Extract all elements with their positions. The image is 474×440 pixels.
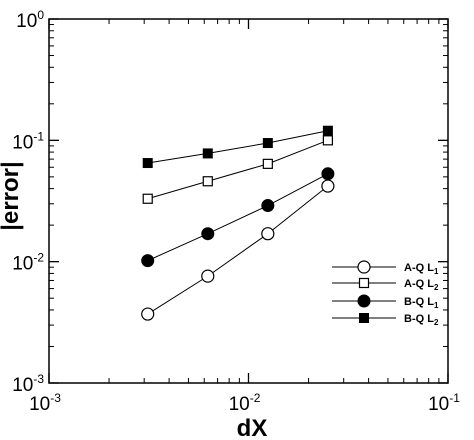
legend-marker — [359, 313, 369, 323]
x-tick-exponent: -1 — [449, 391, 460, 405]
y-tick-base: 10 — [16, 11, 37, 32]
y-tick-base: 10 — [12, 375, 33, 396]
data-point — [142, 158, 153, 169]
series-line — [147, 139, 329, 200]
y-tick-exponent: -2 — [33, 251, 44, 265]
data-point — [141, 254, 155, 268]
y-tick-exponent: 0 — [37, 8, 44, 22]
series-layer — [141, 125, 335, 321]
legend-label: A-Q L2 — [404, 278, 439, 292]
x-tick-base: 10 — [229, 394, 250, 415]
y-tick-label: 100 — [16, 8, 44, 32]
data-point — [201, 227, 215, 241]
legend-item: A-Q L2 — [332, 277, 439, 292]
x-tick-label: 10-1 — [428, 391, 460, 415]
series-2 — [142, 135, 333, 204]
data-point — [261, 199, 275, 213]
data-point — [322, 125, 333, 136]
data-point — [322, 135, 333, 146]
plot-frame — [48, 18, 449, 384]
y-tick-label: 10-1 — [12, 129, 44, 153]
y-tick-label: 10-3 — [12, 372, 44, 396]
series-4 — [142, 125, 333, 169]
legend-marker — [357, 294, 371, 308]
legend-marker — [357, 260, 371, 274]
x-axis-title: dX — [237, 415, 268, 440]
data-point — [262, 158, 273, 169]
series-1 — [141, 179, 335, 321]
legend-label: A-Q L1 — [404, 262, 439, 276]
y-tick-exponent: -1 — [33, 129, 44, 143]
series-line — [147, 130, 328, 164]
data-point — [141, 307, 155, 321]
data-point — [201, 269, 215, 283]
x-tick-base: 10 — [29, 394, 50, 415]
legend: A-Q L1A-Q L2B-Q L1B-Q L2 — [332, 260, 439, 327]
legend-label: B-Q L2 — [404, 313, 439, 327]
x-tick-label: 10-2 — [229, 391, 261, 415]
legend-marker — [358, 277, 370, 289]
y-tick-label: 10-2 — [12, 251, 44, 275]
legend-item: B-Q L1 — [332, 294, 439, 310]
legend-label-name: A-Q L — [404, 262, 434, 274]
legend-label-name: A-Q L — [404, 278, 434, 290]
series-line — [147, 173, 329, 262]
series-line — [147, 185, 329, 315]
data-point — [261, 227, 275, 241]
legend-label-name: B-Q L — [404, 313, 434, 325]
legend-label-subscript: 1 — [434, 267, 439, 276]
x-tick-exponent: -3 — [50, 391, 61, 405]
y-axis-title: |error| — [0, 161, 24, 230]
legend-label-subscript: 2 — [434, 318, 439, 327]
x-tick-base: 10 — [428, 394, 449, 415]
data-point — [202, 148, 213, 159]
data-point — [321, 179, 335, 193]
data-point — [202, 176, 213, 187]
legend-label-subscript: 2 — [434, 283, 439, 292]
legend-label-subscript: 1 — [434, 301, 439, 310]
data-point — [321, 167, 335, 181]
x-tick-label: 10-3 — [29, 391, 61, 415]
data-point — [262, 138, 273, 149]
series-3 — [141, 167, 335, 268]
data-point — [142, 193, 153, 204]
y-tick-base: 10 — [12, 132, 33, 153]
legend-item: B-Q L2 — [332, 313, 439, 327]
legend-label: B-Q L1 — [404, 296, 439, 310]
legend-item: A-Q L1 — [332, 260, 439, 276]
y-tick-exponent: -3 — [33, 372, 44, 386]
y-tick-base: 10 — [12, 254, 33, 275]
x-tick-exponent: -2 — [250, 391, 261, 405]
legend-label-name: B-Q L — [404, 296, 434, 308]
